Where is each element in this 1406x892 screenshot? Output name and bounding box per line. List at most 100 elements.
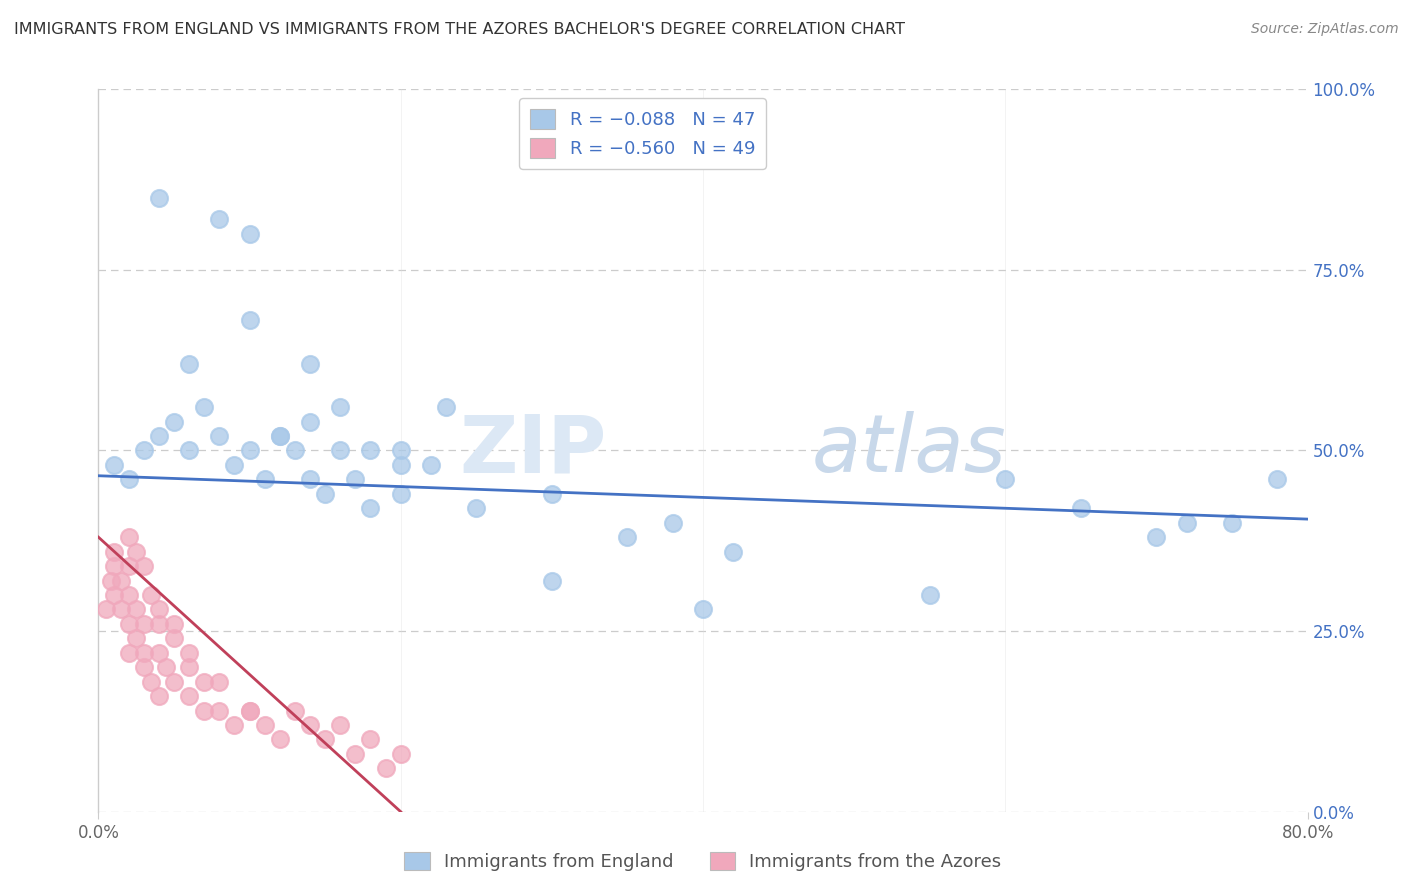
Point [110, 602, 132, 616]
Point [118, 588, 141, 602]
Point [110, 574, 132, 588]
Point [125, 602, 148, 616]
Point [420, 458, 443, 472]
Point [239, 443, 262, 458]
Point [329, 443, 352, 458]
Point [208, 704, 231, 718]
Point [94, 602, 117, 616]
Point [253, 718, 276, 732]
Point [141, 674, 163, 689]
Point [118, 646, 141, 660]
Point [389, 747, 412, 761]
Point [193, 674, 215, 689]
Point [299, 718, 322, 732]
Point [148, 429, 170, 443]
Point [208, 429, 231, 443]
Point [389, 487, 412, 501]
Point [284, 704, 307, 718]
Point [360, 501, 382, 516]
Point [179, 443, 201, 458]
Point [344, 747, 367, 761]
Point [125, 632, 148, 646]
Point [193, 400, 215, 414]
Point [103, 544, 125, 558]
Text: Source: ZipAtlas.com: Source: ZipAtlas.com [1251, 22, 1399, 37]
Point [132, 559, 155, 574]
Text: atlas: atlas [811, 411, 1007, 490]
Point [118, 559, 141, 574]
Point [224, 718, 246, 732]
Point [284, 443, 307, 458]
Point [148, 646, 170, 660]
Point [344, 472, 367, 486]
Point [132, 443, 155, 458]
Point [1070, 501, 1092, 516]
Point [103, 588, 125, 602]
Point [389, 443, 412, 458]
Point [148, 616, 170, 631]
Point [723, 544, 745, 558]
Point [299, 357, 322, 371]
Point [434, 400, 457, 414]
Point [540, 574, 562, 588]
Point [224, 458, 246, 472]
Point [118, 530, 141, 544]
Point [299, 415, 322, 429]
Point [994, 472, 1017, 486]
Point [208, 674, 231, 689]
Point [125, 544, 148, 558]
Point [918, 588, 941, 602]
Point [208, 212, 231, 227]
Point [103, 458, 125, 472]
Point [360, 443, 382, 458]
Point [148, 191, 170, 205]
Point [179, 660, 201, 674]
Point [253, 472, 276, 486]
Point [179, 689, 201, 703]
Point [132, 660, 155, 674]
Point [179, 646, 201, 660]
Point [239, 704, 262, 718]
Point [540, 487, 562, 501]
Point [163, 415, 186, 429]
Point [118, 616, 141, 631]
Point [1267, 472, 1289, 486]
Point [314, 487, 336, 501]
Point [374, 761, 396, 775]
Point [329, 400, 352, 414]
Point [269, 429, 291, 443]
Point [163, 616, 186, 631]
Point [269, 732, 291, 747]
Point [616, 530, 638, 544]
Legend: Immigrants from England, Immigrants from the Azores: Immigrants from England, Immigrants from… [396, 846, 1010, 879]
Point [360, 732, 382, 747]
Point [465, 501, 488, 516]
Point [163, 674, 186, 689]
Point [155, 660, 177, 674]
Legend: R = −0.088   N = 47, R = −0.560   N = 49: R = −0.088 N = 47, R = −0.560 N = 49 [519, 98, 766, 169]
Point [100, 574, 122, 588]
Point [389, 458, 412, 472]
Text: IMMIGRANTS FROM ENGLAND VS IMMIGRANTS FROM THE AZORES BACHELOR'S DEGREE CORRELAT: IMMIGRANTS FROM ENGLAND VS IMMIGRANTS FR… [14, 22, 905, 37]
Point [132, 646, 155, 660]
Point [329, 718, 352, 732]
Point [103, 559, 125, 574]
Point [239, 704, 262, 718]
Point [132, 616, 155, 631]
Point [118, 472, 141, 486]
Point [661, 516, 683, 530]
Text: ZIP: ZIP [458, 411, 606, 490]
Point [193, 704, 215, 718]
Point [148, 602, 170, 616]
Point [239, 227, 262, 241]
Point [314, 732, 336, 747]
Point [1144, 530, 1167, 544]
Point [179, 357, 201, 371]
Point [239, 313, 262, 327]
Point [269, 429, 291, 443]
Point [148, 689, 170, 703]
Point [163, 632, 186, 646]
Point [299, 472, 322, 486]
Point [692, 602, 714, 616]
Point [1175, 516, 1198, 530]
